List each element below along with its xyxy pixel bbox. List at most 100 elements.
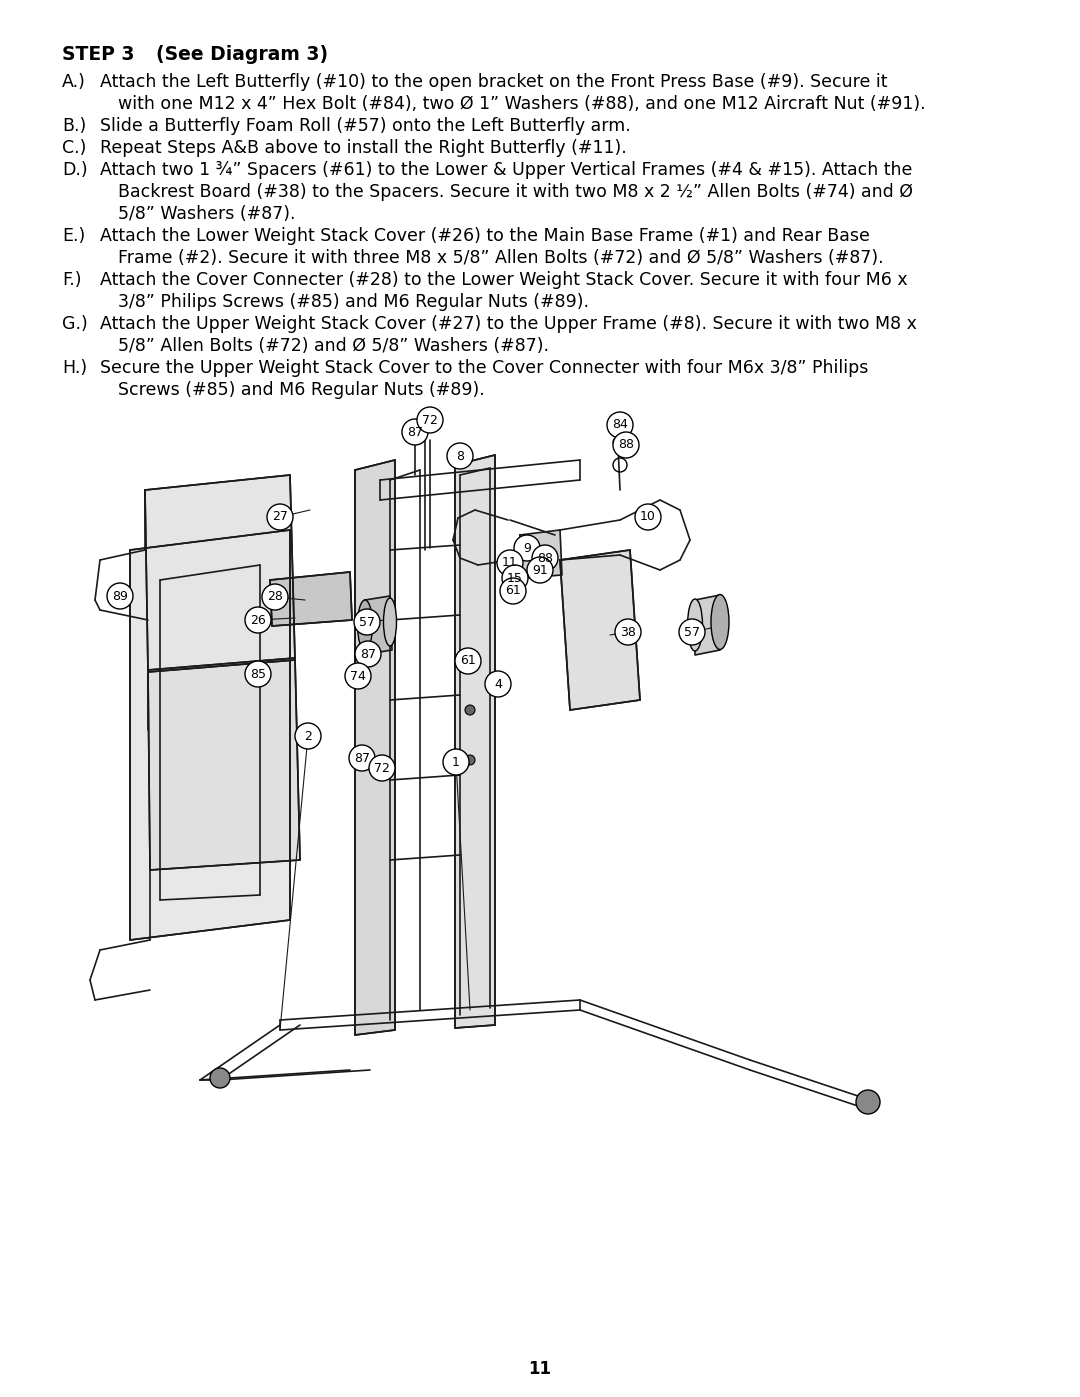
Circle shape [485,671,511,697]
Circle shape [465,754,475,766]
Circle shape [856,1090,880,1113]
Text: 26: 26 [251,613,266,626]
Circle shape [349,745,375,771]
Text: Attach two 1 ¾” Spacers (#61) to the Lower & Upper Vertical Frames (#4 & #15). A: Attach two 1 ¾” Spacers (#61) to the Low… [100,161,913,179]
Text: 11: 11 [528,1361,552,1377]
Circle shape [262,584,288,610]
Text: 28: 28 [267,591,283,604]
Polygon shape [148,658,300,870]
Text: 5/8” Washers (#87).: 5/8” Washers (#87). [118,205,296,224]
Text: 2: 2 [305,729,312,742]
Circle shape [402,419,428,446]
Ellipse shape [383,598,396,645]
Text: E.): E.) [62,226,85,244]
Ellipse shape [711,595,729,650]
Text: B.): B.) [62,117,86,136]
Circle shape [295,724,321,749]
Circle shape [407,422,423,439]
Text: 38: 38 [620,626,636,638]
Circle shape [635,504,661,529]
Text: Repeat Steps A&B above to install the Right Butterfly (#11).: Repeat Steps A&B above to install the Ri… [100,138,626,156]
Circle shape [615,619,642,645]
Circle shape [417,407,443,433]
Text: 15: 15 [508,571,523,584]
Text: F.): F.) [62,271,81,289]
Circle shape [443,749,469,775]
Text: 4: 4 [494,678,502,690]
Text: 88: 88 [618,439,634,451]
Text: Attach the Cover Connecter (#28) to the Lower Weight Stack Cover. Secure it with: Attach the Cover Connecter (#28) to the … [100,271,907,289]
Text: G.): G.) [62,314,87,332]
Polygon shape [270,571,352,626]
Circle shape [532,545,558,571]
Text: 61: 61 [460,655,476,668]
Circle shape [613,432,639,458]
Polygon shape [696,595,720,655]
Polygon shape [130,529,291,940]
Circle shape [613,437,623,447]
Text: Attach the Lower Weight Stack Cover (#26) to the Main Base Frame (#1) and Rear B: Attach the Lower Weight Stack Cover (#26… [100,226,869,244]
Text: 8: 8 [456,450,464,462]
Text: with one M12 x 4” Hex Bolt (#84), two Ø 1” Washers (#88), and one M12 Aircraft N: with one M12 x 4” Hex Bolt (#84), two Ø … [118,95,926,113]
Circle shape [355,641,381,666]
Text: 89: 89 [112,590,127,602]
Text: 57: 57 [684,626,700,638]
Text: 11: 11 [502,556,518,570]
Circle shape [345,664,372,689]
Text: 57: 57 [359,616,375,629]
Text: Attach the Left Butterfly (#10) to the open bracket on the Front Press Base (#9): Attach the Left Butterfly (#10) to the o… [100,73,888,91]
Text: 87: 87 [407,426,423,439]
Circle shape [369,754,395,781]
Circle shape [210,1067,230,1088]
Polygon shape [355,460,395,1035]
Circle shape [514,535,540,562]
Text: 88: 88 [537,552,553,564]
Circle shape [465,705,475,715]
Text: 1: 1 [453,756,460,768]
Circle shape [527,557,553,583]
Text: 87: 87 [354,752,370,764]
Circle shape [607,412,633,439]
Text: 9: 9 [523,542,531,555]
Text: D.): D.) [62,161,87,179]
Circle shape [354,609,380,636]
Polygon shape [365,597,392,654]
Circle shape [500,578,526,604]
Circle shape [245,608,271,633]
Text: (See Diagram 3): (See Diagram 3) [130,45,328,64]
Text: Frame (#2). Secure it with three M8 x 5/8” Allen Bolts (#72) and Ø 5/8” Washers : Frame (#2). Secure it with three M8 x 5/… [118,249,883,267]
Text: C.): C.) [62,138,86,156]
Polygon shape [561,550,640,710]
Text: A.): A.) [62,73,86,91]
Text: 27: 27 [272,510,288,524]
Text: 91: 91 [532,563,548,577]
Text: 10: 10 [640,510,656,524]
Circle shape [267,504,293,529]
Ellipse shape [688,599,702,651]
Text: Backrest Board (#38) to the Spacers. Secure it with two M8 x 2 ½” Allen Bolts (#: Backrest Board (#38) to the Spacers. Sec… [118,183,913,201]
Text: Screws (#85) and M6 Regular Nuts (#89).: Screws (#85) and M6 Regular Nuts (#89). [118,381,485,400]
Circle shape [107,583,133,609]
Text: Slide a Butterfly Foam Roll (#57) onto the Left Butterfly arm.: Slide a Butterfly Foam Roll (#57) onto t… [100,117,631,136]
Text: 87: 87 [360,647,376,661]
Text: 72: 72 [374,761,390,774]
Text: 3/8” Philips Screws (#85) and M6 Regular Nuts (#89).: 3/8” Philips Screws (#85) and M6 Regular… [118,293,589,312]
Text: H.): H.) [62,359,87,377]
Circle shape [455,648,481,673]
Circle shape [447,443,473,469]
Circle shape [497,550,523,576]
Text: 72: 72 [422,414,437,426]
Polygon shape [519,529,562,578]
Text: 61: 61 [505,584,521,598]
Circle shape [679,619,705,645]
Text: Attach the Upper Weight Stack Cover (#27) to the Upper Frame (#8). Secure it wit: Attach the Upper Weight Stack Cover (#27… [100,314,917,332]
Text: 74: 74 [350,669,366,683]
Text: 84: 84 [612,419,627,432]
Ellipse shape [357,599,373,650]
Text: 5/8” Allen Bolts (#72) and Ø 5/8” Washers (#87).: 5/8” Allen Bolts (#72) and Ø 5/8” Washer… [118,337,549,355]
Text: Secure the Upper Weight Stack Cover to the Cover Connecter with four M6x 3/8” Ph: Secure the Upper Weight Stack Cover to t… [100,359,868,377]
Text: STEP 3: STEP 3 [62,45,135,64]
Circle shape [245,661,271,687]
Circle shape [502,564,528,591]
Polygon shape [455,455,495,1028]
